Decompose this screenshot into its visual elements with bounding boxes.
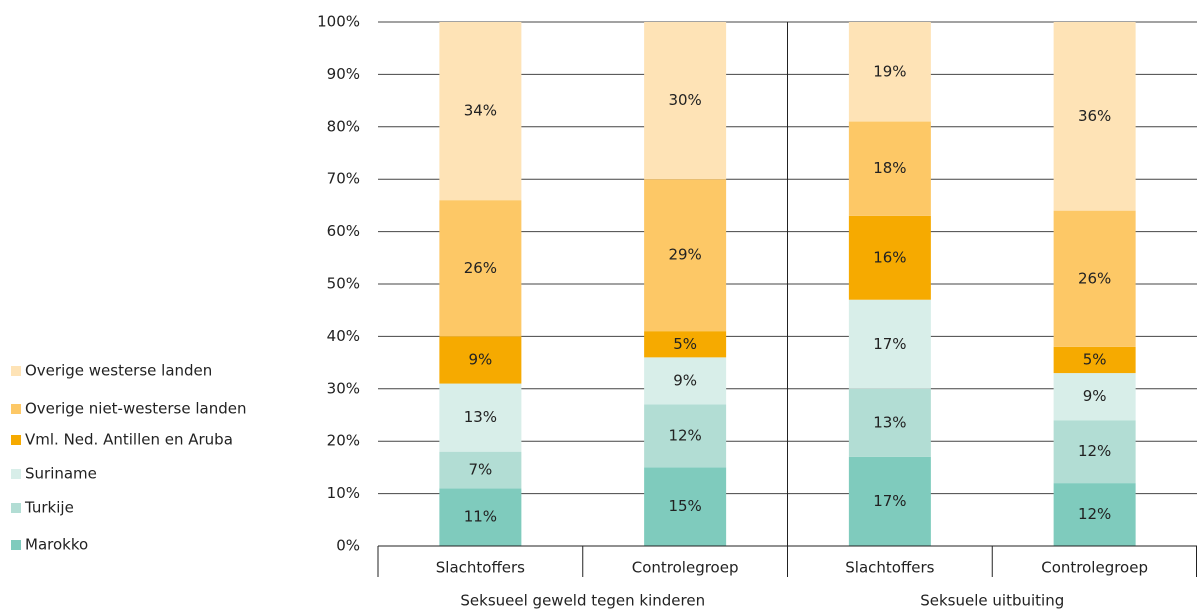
x-tick-label: Controlegroep — [632, 559, 739, 577]
group-label: Seksueel geweld tegen kinderen — [460, 592, 705, 610]
data-label: 34% — [464, 102, 497, 120]
bar-segment — [439, 488, 522, 546]
bar-segment — [439, 336, 522, 384]
legend-label: Marokko — [25, 536, 88, 554]
y-tick-label: 0% — [336, 537, 360, 555]
legend-label: Suriname — [25, 465, 97, 483]
bar-segment — [644, 467, 727, 546]
legend-swatch — [11, 404, 21, 414]
y-tick-label: 50% — [327, 275, 360, 293]
data-label: 18% — [873, 159, 906, 177]
data-label: 16% — [873, 248, 906, 266]
legend-swatch — [11, 503, 21, 513]
legend-label: Vml. Ned. Antillen en Aruba — [25, 431, 233, 449]
bar-segment — [1053, 22, 1136, 211]
y-tick-label: 90% — [327, 65, 360, 83]
data-label: 12% — [668, 426, 701, 444]
bar-segment — [1053, 210, 1136, 347]
data-label: 13% — [464, 408, 497, 426]
bar-segment — [644, 22, 727, 180]
bar-segment — [848, 299, 931, 389]
data-label: 12% — [1078, 505, 1111, 523]
y-tick-label: 20% — [327, 432, 360, 450]
data-label: 5% — [673, 335, 697, 353]
bar-segment — [848, 388, 931, 457]
legend-swatch — [11, 366, 21, 376]
bar-segment — [439, 22, 522, 201]
bar-segment — [644, 179, 727, 332]
bar-segment — [439, 383, 522, 452]
y-tick-label: 100% — [317, 13, 360, 31]
group-label: Seksuele uitbuiting — [920, 592, 1064, 610]
bar-segment — [848, 456, 931, 546]
legend-swatch — [11, 540, 21, 550]
bar-segment — [848, 121, 931, 216]
y-tick-label: 70% — [327, 170, 360, 188]
legend-label: Overige westerse landen — [25, 362, 212, 380]
bar-segment — [644, 357, 727, 405]
bar-segment — [848, 215, 931, 300]
y-tick-label: 40% — [327, 327, 360, 345]
data-label: 9% — [673, 371, 697, 389]
y-tick-label: 80% — [327, 117, 360, 135]
bar-segment — [848, 22, 931, 122]
data-label: 19% — [873, 62, 906, 80]
data-label: 17% — [873, 492, 906, 510]
bar-segment — [1053, 373, 1136, 421]
data-label: 29% — [668, 246, 701, 264]
data-label: 13% — [873, 413, 906, 431]
data-label: 36% — [1078, 107, 1111, 125]
x-tick-label: Slachtoffers — [436, 559, 525, 577]
x-tick-label: Slachtoffers — [845, 559, 934, 577]
data-label: 7% — [468, 461, 492, 479]
bar-segment — [1053, 483, 1136, 546]
y-tick-label: 10% — [327, 484, 360, 502]
bar-segment — [439, 451, 522, 489]
legend-label: Overige niet-westerse landen — [25, 400, 246, 418]
bar-segment — [644, 404, 727, 468]
data-label: 26% — [1078, 269, 1111, 287]
data-label: 26% — [464, 259, 497, 277]
legend-label: Turkije — [24, 499, 74, 517]
y-tick-label: 30% — [327, 379, 360, 397]
data-label: 5% — [1083, 350, 1107, 368]
bar-segment — [644, 331, 727, 358]
bar-segment — [1053, 420, 1136, 484]
data-label: 9% — [468, 350, 492, 368]
data-label: 12% — [1078, 442, 1111, 460]
data-label: 17% — [873, 335, 906, 353]
legend-swatch — [11, 469, 21, 479]
data-label: 30% — [668, 91, 701, 109]
bar-segment — [1053, 346, 1136, 374]
legend-swatch — [11, 435, 21, 445]
data-label: 11% — [464, 508, 497, 526]
bar-segment — [439, 200, 522, 337]
y-tick-label: 60% — [327, 222, 360, 240]
data-label: 15% — [668, 497, 701, 515]
x-tick-label: Controlegroep — [1041, 559, 1148, 577]
data-label: 9% — [1083, 387, 1107, 405]
